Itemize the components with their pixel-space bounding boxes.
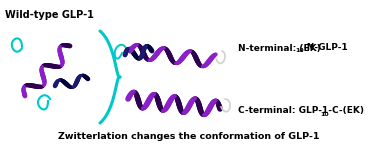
Text: 10: 10 xyxy=(320,111,328,117)
Text: Zwitterlation changes the conformation of GLP-1: Zwitterlation changes the conformation o… xyxy=(58,132,320,141)
Text: 10: 10 xyxy=(295,48,304,53)
Text: N-terminal: (EK): N-terminal: (EK) xyxy=(238,43,321,53)
Text: -N-GLP-1: -N-GLP-1 xyxy=(304,43,349,53)
Text: Wild-type GLP-1: Wild-type GLP-1 xyxy=(5,10,94,20)
Text: C-terminal: GLP-1-C-(EK): C-terminal: GLP-1-C-(EK) xyxy=(238,106,364,116)
